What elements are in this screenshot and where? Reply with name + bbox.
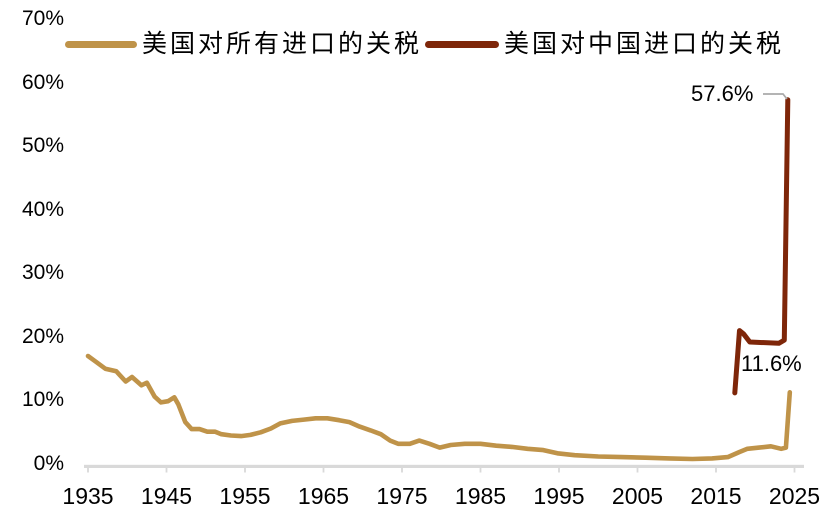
x-axis-tick bbox=[165, 467, 168, 473]
x-axis-label: 1975 bbox=[376, 483, 428, 509]
annotation-leader-line bbox=[763, 93, 788, 100]
x-axis-tick bbox=[322, 467, 325, 473]
x-axis-label: 2005 bbox=[611, 483, 664, 509]
legend-label-all-imports: 美国对所有进口的关税 bbox=[142, 30, 423, 58]
legend-swatch-china-imports bbox=[425, 40, 500, 48]
annotation-china-peak-value: 57.6% bbox=[691, 81, 754, 106]
y-axis-label: 20% bbox=[21, 324, 64, 348]
y-axis-label: 10% bbox=[21, 388, 64, 412]
annotation-all-imports-value: 11.6% bbox=[741, 351, 802, 376]
y-axis-label: 40% bbox=[21, 197, 64, 221]
x-axis-tick bbox=[636, 467, 639, 473]
x-axis-label: 1945 bbox=[140, 483, 193, 509]
series-line-all-imports bbox=[85, 353, 793, 462]
x-axis-label: 2025 bbox=[768, 483, 821, 509]
y-axis-label: 50% bbox=[21, 134, 64, 158]
x-axis-tick bbox=[401, 467, 403, 473]
legend-swatch-all-imports bbox=[65, 40, 137, 48]
y-axis-label: 60% bbox=[21, 70, 64, 94]
series-line-china-imports bbox=[732, 97, 791, 396]
y-axis-label: 0% bbox=[33, 452, 64, 475]
x-axis-label: 1955 bbox=[219, 483, 271, 509]
x-axis-tick bbox=[793, 467, 796, 473]
x-axis-tick bbox=[87, 467, 89, 473]
x-axis-tick bbox=[479, 467, 482, 473]
legend: 美国对所有进口的关税 美国对中国进口的关税 bbox=[65, 29, 784, 59]
x-axis-line bbox=[84, 464, 804, 468]
x-axis-tick bbox=[244, 467, 246, 473]
x-axis-label: 1985 bbox=[454, 483, 507, 509]
x-axis-label: 1965 bbox=[297, 483, 350, 509]
x-axis-label: 2015 bbox=[690, 483, 742, 509]
y-axis-label: 70% bbox=[21, 7, 64, 30]
y-axis-label: 30% bbox=[21, 261, 64, 285]
x-axis-tick bbox=[715, 467, 717, 473]
x-axis-tick bbox=[558, 467, 560, 473]
x-axis-label: 1995 bbox=[533, 483, 585, 509]
x-axis-label: 1935 bbox=[62, 483, 114, 509]
legend-label-china-imports: 美国对中国进口的关税 bbox=[504, 30, 785, 58]
